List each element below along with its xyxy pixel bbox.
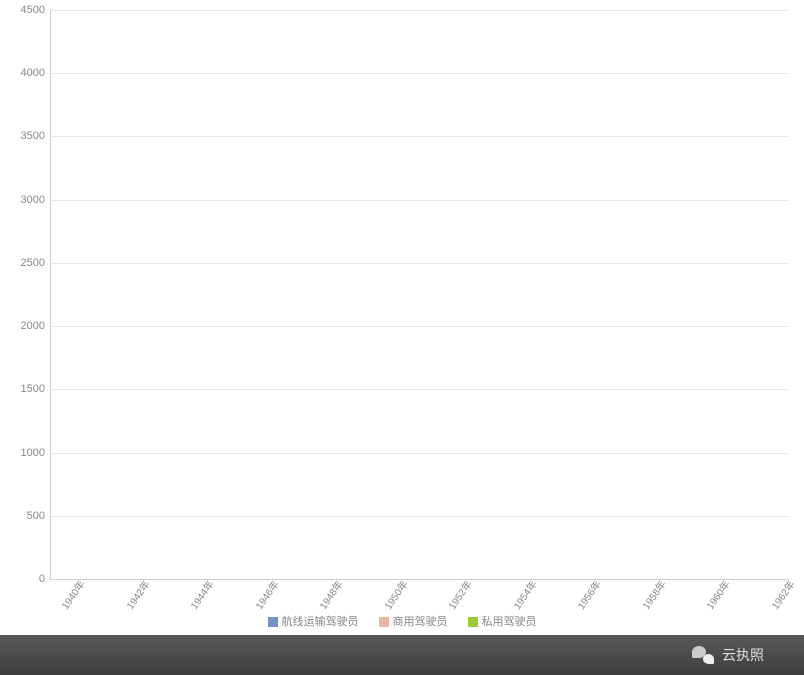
gridline xyxy=(51,200,789,201)
wechat-icon xyxy=(692,646,714,664)
legend-label: 商用驾驶员 xyxy=(393,616,448,628)
gridline xyxy=(51,73,789,74)
gridline xyxy=(51,453,789,454)
y-tick-label: 4500 xyxy=(21,4,51,16)
gridline xyxy=(51,326,789,327)
bars-group xyxy=(51,10,789,579)
y-tick-label: 1500 xyxy=(21,383,51,395)
gridline xyxy=(51,263,789,264)
chart-container: 050010001500200025003000350040004500 194… xyxy=(0,0,804,675)
legend-item: 商用驾驶员 xyxy=(379,613,448,629)
gridline xyxy=(51,389,789,390)
legend-label: 航线运输驾驶员 xyxy=(282,616,359,628)
legend-swatch xyxy=(268,617,278,627)
legend: 航线运输驾驶员 商用驾驶员 私用驾驶员 xyxy=(0,613,804,629)
y-tick-label: 2000 xyxy=(21,320,51,332)
legend-swatch xyxy=(379,617,389,627)
footer-label: 云执照 xyxy=(722,645,764,665)
y-tick-label: 3500 xyxy=(21,130,51,142)
legend-swatch xyxy=(468,617,478,627)
y-tick-label: 500 xyxy=(27,510,51,522)
y-tick-label: 3000 xyxy=(21,194,51,206)
gridline xyxy=(51,136,789,137)
plot-area: 050010001500200025003000350040004500 xyxy=(50,10,789,580)
gridline xyxy=(51,516,789,517)
legend-label: 私用驾驶员 xyxy=(482,616,537,628)
legend-item: 航线运输驾驶员 xyxy=(268,613,359,629)
gridline xyxy=(51,10,789,11)
y-tick-label: 1000 xyxy=(21,447,51,459)
y-tick-label: 2500 xyxy=(21,257,51,269)
x-axis-labels: 1940年1941年1942年1943年1944年1945年1946年1947年… xyxy=(50,582,789,612)
y-tick-label: 4000 xyxy=(21,67,51,79)
footer-bar: 云执照 xyxy=(0,635,804,675)
legend-item: 私用驾驶员 xyxy=(468,613,537,629)
